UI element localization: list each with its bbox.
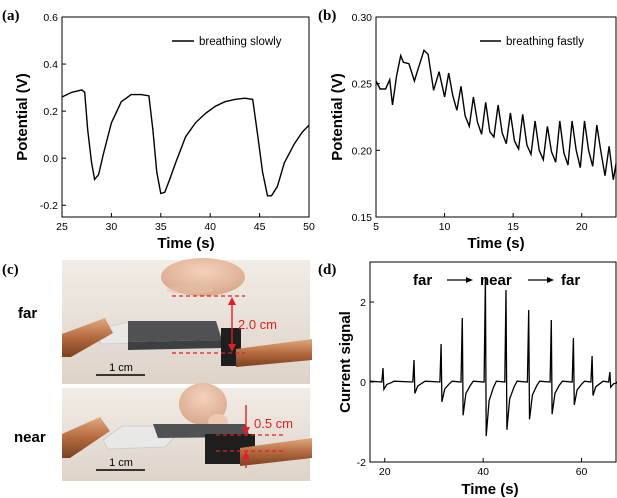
photo-far: 2.0 cm 1 cm bbox=[62, 258, 312, 384]
chart-b-ticks: 5 10 15 20 0.15 0.20 0.25 0.30 bbox=[352, 12, 588, 233]
chart-d-annotation-near: near bbox=[480, 272, 512, 289]
panel-label-d: (d) bbox=[318, 262, 336, 278]
photo-far-scalebar-label: 1 cm bbox=[109, 362, 133, 374]
chart-0-ytick-label: 0.2 bbox=[43, 106, 58, 118]
photo-near-wire-right bbox=[240, 438, 312, 466]
chart-0-xtick-label: 40 bbox=[204, 221, 216, 233]
chart-a-xlabel: Time (s) bbox=[157, 235, 214, 252]
chart-1-ytick-label: 0.20 bbox=[352, 145, 373, 157]
photo-far-label: far bbox=[18, 305, 37, 322]
photo-near: 0.5 cm 1 cm bbox=[62, 383, 312, 481]
chart-0-xtick-label: 50 bbox=[303, 221, 315, 233]
chart-1-ytick-label: 0.30 bbox=[352, 12, 373, 24]
photo-near-label: near bbox=[14, 429, 46, 446]
photo-near-arrow-up bbox=[242, 451, 250, 459]
chart-2-ytick-label: -2 bbox=[357, 457, 366, 469]
chart-d-arrowhead-2 bbox=[547, 277, 554, 283]
chart-b: 5 10 15 20 0.15 0.20 0.25 0.30 breathing fastly… bbox=[329, 12, 617, 252]
chart-d-series-line bbox=[369, 277, 617, 437]
chart-2-xtick-label: 40 bbox=[477, 466, 489, 478]
chart-2-xtick-label: 20 bbox=[379, 466, 391, 478]
chart-b-frame bbox=[375, 16, 617, 218]
chart-2-ytick-label: 2 bbox=[360, 297, 366, 309]
chart-0-ytick-label: 0.4 bbox=[43, 59, 58, 71]
chart-1-ytick-label: 0.25 bbox=[352, 79, 373, 91]
chart-d-ylabel: Current signal bbox=[337, 311, 354, 413]
chart-2-ytick-label: 0 bbox=[360, 377, 366, 389]
chart-0-xtick-label: 30 bbox=[106, 221, 118, 233]
chart-d-ticks: 20 40 60 -2 0 2 bbox=[357, 297, 588, 478]
chart-2-xtick-label: 60 bbox=[576, 466, 588, 478]
chart-d-arrowhead-1 bbox=[466, 277, 473, 283]
photo-far-electrode-top bbox=[128, 321, 222, 342]
chart-1-xtick-label: 5 bbox=[373, 221, 379, 233]
chart-d-annotation-far-right: far bbox=[561, 272, 580, 289]
chart-0-ytick-label: 0.6 bbox=[43, 12, 58, 24]
photo-far-distance: 2.0 cm bbox=[238, 317, 277, 332]
chart-a-frame bbox=[61, 16, 310, 218]
chart-d-annotation-far-left: far bbox=[413, 272, 432, 289]
chart-0-xtick-label: 45 bbox=[254, 221, 266, 233]
photo-far-wire-left bbox=[62, 318, 113, 357]
chart-d: 20 40 60 -2 0 2 far near far Time (s) Current… bbox=[337, 261, 617, 498]
chart-1-ytick-label: 0.15 bbox=[352, 212, 373, 224]
photo-near-wire-left bbox=[62, 417, 110, 458]
photo-near-scalebar-label: 1 cm bbox=[109, 457, 133, 469]
panel-label-b: (b) bbox=[318, 8, 336, 24]
chart-b-legend-label: breathing fastly bbox=[506, 36, 584, 48]
chart-b-ylabel: Potential (V) bbox=[329, 73, 346, 161]
chart-a-legend-label: breathing slowly bbox=[199, 36, 282, 48]
chart-0-xtick-label: 35 bbox=[155, 221, 167, 233]
chart-1-xtick-label: 10 bbox=[439, 221, 451, 233]
chart-b-xlabel: Time (s) bbox=[467, 235, 524, 252]
photo-far-arrow-down bbox=[228, 344, 236, 352]
photo-near-distance: 0.5 cm bbox=[254, 416, 293, 431]
chart-a-series-line bbox=[61, 89, 310, 197]
chart-0-ytick-label: -0.2 bbox=[40, 200, 58, 212]
chart-0-xtick-label: 25 bbox=[56, 221, 68, 233]
chart-d-frame bbox=[369, 261, 617, 463]
chart-a: 25 30 35 40 45 50 -0.2 0.0 0.2 0.4 0.6 breathing s… bbox=[14, 12, 315, 252]
chart-a-ylabel: Potential (V) bbox=[14, 73, 31, 161]
chart-b-series-line bbox=[375, 49, 617, 180]
chart-1-xtick-label: 20 bbox=[576, 221, 588, 233]
chart-1-xtick-label: 15 bbox=[507, 221, 519, 233]
photo-far-arrow-up bbox=[228, 297, 236, 305]
chart-d-xlabel: Time (s) bbox=[461, 481, 518, 498]
panel-label-c: (c) bbox=[2, 262, 19, 278]
photo-near-arrow-down bbox=[242, 427, 250, 435]
photo-far-wire-right bbox=[236, 339, 312, 367]
chart-0-ytick-label: 0.0 bbox=[43, 153, 58, 165]
panel-label-a: (a) bbox=[2, 8, 20, 24]
chart-a-ticks: 25 30 35 40 45 50 -0.2 0.0 0.2 0.4 0.6 bbox=[40, 12, 315, 233]
